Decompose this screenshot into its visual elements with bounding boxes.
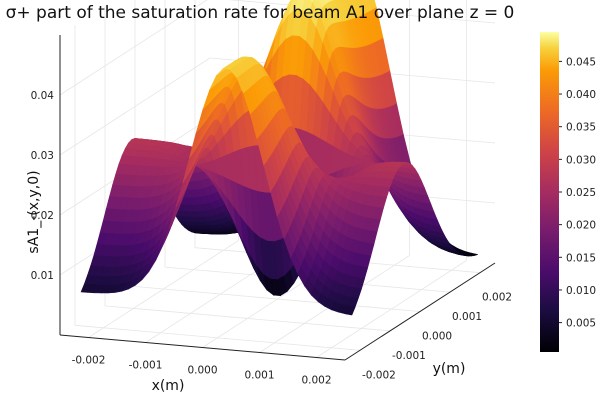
y-tick-label: 0.002 xyxy=(482,292,512,304)
y-tick-label: 0.001 xyxy=(452,311,482,323)
x-axis-line xyxy=(59,334,346,361)
z-tick-label: 0.02 xyxy=(31,210,54,222)
z-tick-label: 0.04 xyxy=(31,90,55,102)
colorbar-tick-label: 0.010 xyxy=(566,285,596,297)
x-tick-label: 0.001 xyxy=(244,370,274,382)
colorbar-tick-label: 0.015 xyxy=(566,252,596,264)
floor-grid-line xyxy=(104,305,391,332)
colorbar: 0.005 0.010 0.015 0.020 0.025 0.030 0.035 0.040… xyxy=(540,32,596,352)
axes xyxy=(59,35,496,361)
x-tick-label: -0.001 xyxy=(129,360,163,372)
x-axis-label: x(m) xyxy=(152,378,185,394)
x-tick-label: 0.002 xyxy=(301,375,331,387)
floor-grid-line xyxy=(134,286,421,312)
y-tick-label: -0.002 xyxy=(362,369,396,381)
wall-grid-line xyxy=(59,57,211,156)
colorbar-tick-label: 0.005 xyxy=(566,318,596,330)
chart-title: σ+ part of the saturation rate for beam … xyxy=(6,3,515,23)
z-axis-label: sA1_-(x,y,0) xyxy=(26,170,42,253)
z-tick-label: 0.01 xyxy=(31,270,54,282)
surface-patch xyxy=(344,305,356,316)
y-axis-label: y(m) xyxy=(433,361,466,377)
colorbar-tick-label: 0.030 xyxy=(566,154,596,166)
colorbar-gradient xyxy=(540,32,559,352)
colorbar-tick-label: 0.025 xyxy=(566,187,596,199)
colorbar-tick-label: 0.040 xyxy=(566,89,596,101)
y-tick-label: 0.000 xyxy=(422,331,452,343)
floor-grid-line xyxy=(74,324,361,351)
z-tick-label: 0.03 xyxy=(31,150,54,162)
wall-grid-line xyxy=(59,0,208,96)
x-tick-label: -0.002 xyxy=(72,355,106,367)
colorbar-tick-label: 0.045 xyxy=(566,56,596,68)
colorbar-tick-label: 0.020 xyxy=(566,220,596,232)
colorbar-tick-label: 0.035 xyxy=(566,122,596,134)
y-axis-line xyxy=(344,262,496,361)
x-tick-label: 0.000 xyxy=(187,365,217,377)
surface-plot xyxy=(80,0,478,316)
tick-labels: -0.002 -0.001 0.000 0.001 0.002 -0.002-0.0010… xyxy=(31,90,512,387)
y-tick-label: -0.001 xyxy=(392,350,426,362)
